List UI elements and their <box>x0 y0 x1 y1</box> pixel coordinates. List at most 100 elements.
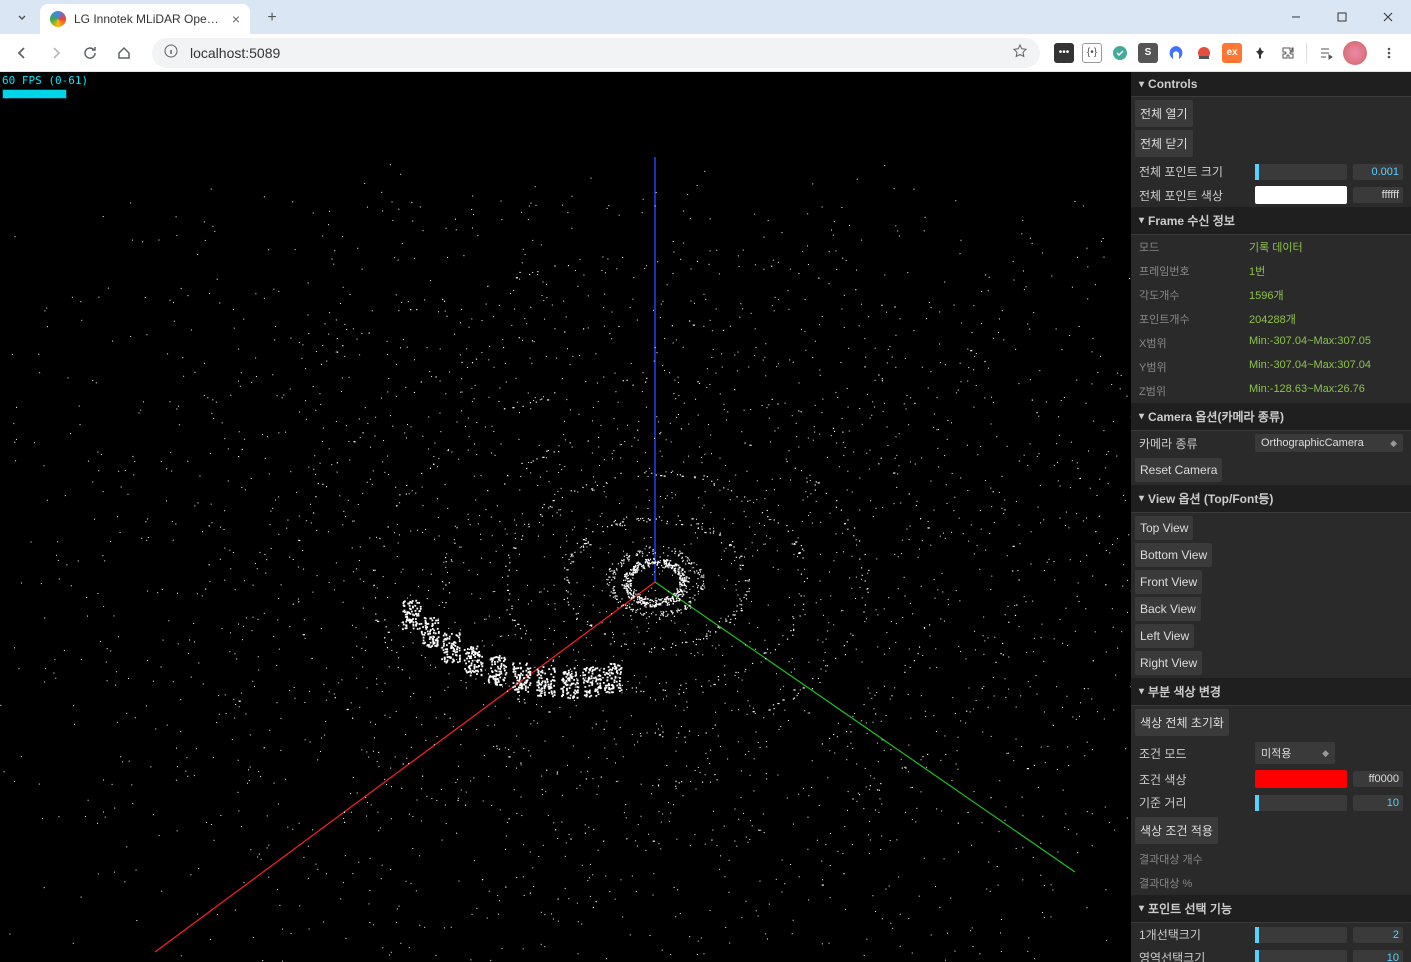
info-label: 포인트개수 <box>1139 311 1249 327</box>
info-label: Y범위 <box>1139 359 1249 375</box>
media-icon[interactable] <box>1315 43 1335 63</box>
section-frame-info[interactable]: ▾ Frame 수신 정보 <box>1131 207 1411 235</box>
menu-icon[interactable] <box>1375 39 1403 67</box>
info-value: Min:-307.04~Max:307.05 <box>1249 335 1403 351</box>
top-view-button[interactable]: Top View <box>1135 516 1193 540</box>
point-color-hex[interactable]: ffffff <box>1353 187 1403 203</box>
tab-close-icon[interactable]: × <box>232 11 240 27</box>
ext-icon[interactable]: {•} <box>1082 43 1102 63</box>
right-view-button[interactable]: Right View <box>1135 651 1202 675</box>
tab-favicon <box>50 11 66 27</box>
url-bar[interactable]: localhost:5089 <box>152 38 1040 68</box>
extensions-icon[interactable] <box>1278 43 1298 63</box>
close-all-button[interactable]: 전체 닫기 <box>1135 130 1193 157</box>
chevron-down-icon: ▾ <box>1139 903 1144 914</box>
close-window-button[interactable] <box>1365 0 1411 34</box>
ext-icon[interactable] <box>1166 43 1186 63</box>
info-value: 1596개 <box>1249 287 1403 303</box>
ext-icon[interactable]: ••• <box>1054 43 1074 63</box>
reset-camera-button[interactable]: Reset Camera <box>1135 458 1222 482</box>
info-label: 프레임번호 <box>1139 263 1249 279</box>
bottom-view-button[interactable]: Bottom View <box>1135 543 1212 567</box>
fps-bar <box>2 89 67 99</box>
url-text: localhost:5089 <box>190 45 1012 61</box>
info-value: 1번 <box>1249 263 1403 279</box>
base-distance-value[interactable]: 10 <box>1353 795 1403 811</box>
info-value <box>1249 851 1403 867</box>
info-value <box>1249 875 1403 891</box>
browser-toolbar: localhost:5089 ••• {•} S ex <box>0 34 1411 72</box>
tab-title: LG Innotek MLiDAR OpenGL V <box>74 12 224 26</box>
point-color-swatch[interactable] <box>1255 186 1347 204</box>
info-label: 각도개수 <box>1139 287 1249 303</box>
ext-icon[interactable] <box>1194 43 1214 63</box>
section-title: 포인트 선택 기능 <box>1148 900 1232 917</box>
section-camera[interactable]: ▾ Camera 옵션(카메라 종류) <box>1131 403 1411 431</box>
select-chevron-icon: ◆ <box>1322 748 1329 759</box>
chevron-down-icon: ▾ <box>1139 79 1144 90</box>
control-panel: ▾ Controls 전체 열기 전체 닫기 전체 포인트 크기 0.001 전… <box>1131 72 1411 962</box>
open-all-button[interactable]: 전체 열기 <box>1135 100 1193 127</box>
browser-titlebar: LG Innotek MLiDAR OpenGL V × + <box>0 0 1411 34</box>
info-label: 모드 <box>1139 239 1249 255</box>
lidar-viewport[interactable]: 60 FPS (0-61) <box>0 72 1131 962</box>
info-value: Min:-128.63~Max:26.76 <box>1249 383 1403 399</box>
point-size-slider[interactable] <box>1255 164 1347 180</box>
section-title: Camera 옵션(카메라 종류) <box>1148 408 1284 425</box>
section-title: 부분 색상 변경 <box>1148 683 1221 700</box>
section-title: Controls <box>1148 77 1197 91</box>
apply-color-button[interactable]: 색상 조건 적용 <box>1135 817 1218 844</box>
single-select-slider[interactable] <box>1255 927 1347 943</box>
ext-icon[interactable] <box>1110 43 1130 63</box>
area-select-slider[interactable] <box>1255 950 1347 962</box>
info-label: X범위 <box>1139 335 1249 351</box>
point-size-label: 전체 포인트 크기 <box>1139 163 1249 180</box>
minimize-button[interactable] <box>1273 0 1319 34</box>
lidar-canvas <box>0 72 1131 962</box>
section-point-select[interactable]: ▾ 포인트 선택 기능 <box>1131 895 1411 923</box>
camera-type-label: 카메라 종류 <box>1139 435 1249 452</box>
point-color-label: 전체 포인트 색상 <box>1139 187 1249 204</box>
ext-icon[interactable]: ex <box>1222 43 1242 63</box>
condition-mode-label: 조건 모드 <box>1139 745 1249 762</box>
reload-button[interactable] <box>76 39 104 67</box>
site-info-icon[interactable] <box>164 44 180 61</box>
chevron-down-icon: ▾ <box>1139 215 1144 226</box>
condition-mode-select[interactable]: 미적용 ◆ <box>1255 742 1335 764</box>
camera-type-select[interactable]: OrthographicCamera ◆ <box>1255 434 1403 452</box>
info-label: 결과대상 개수 <box>1139 851 1249 867</box>
browser-tab[interactable]: LG Innotek MLiDAR OpenGL V × <box>40 4 250 34</box>
back-button[interactable] <box>8 39 36 67</box>
section-color-change[interactable]: ▾ 부분 색상 변경 <box>1131 678 1411 706</box>
single-select-value[interactable]: 2 <box>1353 927 1403 943</box>
reset-color-button[interactable]: 색상 전체 초기화 <box>1135 709 1229 736</box>
area-select-value[interactable]: 10 <box>1353 950 1403 962</box>
pin-icon[interactable] <box>1250 43 1270 63</box>
home-button[interactable] <box>110 39 138 67</box>
bookmark-icon[interactable] <box>1012 43 1028 62</box>
info-value: Min:-307.04~Max:307.04 <box>1249 359 1403 375</box>
area-select-label: 영역선택크기 <box>1139 949 1249 962</box>
forward-button[interactable] <box>42 39 70 67</box>
condition-color-label: 조건 색상 <box>1139 771 1249 788</box>
select-chevron-icon: ◆ <box>1390 438 1397 449</box>
maximize-button[interactable] <box>1319 0 1365 34</box>
condition-color-hex[interactable]: ff0000 <box>1353 771 1403 787</box>
section-controls[interactable]: ▾ Controls <box>1131 72 1411 97</box>
new-tab-button[interactable]: + <box>258 4 286 32</box>
tab-search-button[interactable] <box>8 4 36 32</box>
info-value: 204288개 <box>1249 311 1403 327</box>
front-view-button[interactable]: Front View <box>1135 570 1202 594</box>
chevron-down-icon: ▾ <box>1139 686 1144 697</box>
ext-icon[interactable]: S <box>1138 43 1158 63</box>
base-distance-slider[interactable] <box>1255 795 1347 811</box>
condition-color-swatch[interactable] <box>1255 770 1347 788</box>
avatar[interactable] <box>1343 41 1367 65</box>
point-size-value[interactable]: 0.001 <box>1353 164 1403 180</box>
left-view-button[interactable]: Left View <box>1135 624 1194 648</box>
section-view[interactable]: ▾ View 옵션 (Top/Font등) <box>1131 485 1411 513</box>
section-title: Frame 수신 정보 <box>1148 212 1235 229</box>
back-view-button[interactable]: Back View <box>1135 597 1201 621</box>
info-label: Z범위 <box>1139 383 1249 399</box>
chevron-down-icon: ▾ <box>1139 493 1144 504</box>
